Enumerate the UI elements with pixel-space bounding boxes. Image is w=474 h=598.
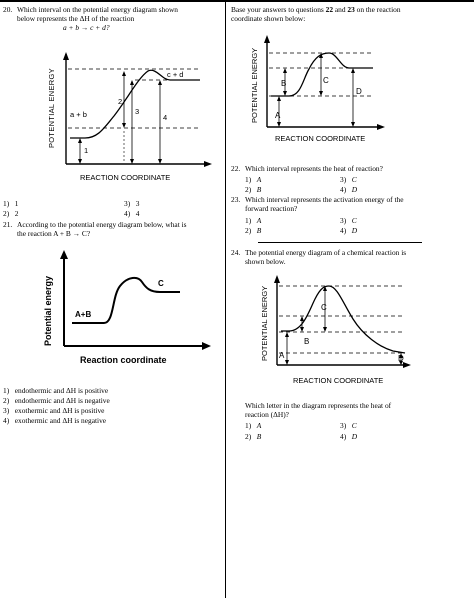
q24-option-3[interactable]: 3) C [340, 421, 357, 430]
question-text-line2: below represents the ΔH of the reaction [17, 14, 135, 23]
interval-label-3: 3 [135, 107, 139, 116]
reactant-label: a + b [70, 110, 87, 119]
q20-energy-diagram: POTENTIAL ENERGY a + b c + d 1 2 3 4 REA… [47, 52, 212, 182]
q23-option-2[interactable]: 2) B [245, 226, 262, 235]
intro-line2: coordinate shown below: [231, 13, 306, 23]
question-text: Which interval represents the heat of re… [245, 164, 383, 173]
x-axis-label: Reaction coordinate [80, 355, 167, 365]
q23-option-1[interactable]: 1) A [245, 216, 262, 225]
q20-option-1[interactable]: 1) 1 [3, 199, 19, 208]
q23-option-4[interactable]: 4) D [340, 226, 358, 235]
question-number: 22. [231, 164, 241, 173]
q24-prompt: Which letter in the diagram represents t… [245, 401, 470, 422]
q24-option-4[interactable]: 4) D [340, 432, 358, 441]
intro-22-23: Base your answers to questions 22 and 23… [231, 5, 471, 26]
question-number: 24. [231, 248, 241, 257]
q20-option-4[interactable]: 4) 4 [124, 209, 140, 218]
label-D: D [356, 87, 362, 96]
label-D: D [398, 354, 404, 363]
question-20: 20. Which interval on the potential ener… [3, 5, 221, 36]
question-text-line1: The potential energy diagram of a chemic… [245, 248, 407, 257]
question-number: 20. [3, 5, 13, 14]
q22-option-2[interactable]: 2) B [245, 185, 262, 194]
product-label: C [158, 279, 164, 288]
q21-option-1[interactable]: 1) endothermic and ΔH is positive [3, 386, 109, 395]
question-text-line1: Which interval on the potential energy d… [17, 5, 178, 14]
q21-energy-diagram: Potential energy A+B C Reaction coordina… [43, 250, 211, 365]
question-number: 23. [231, 195, 241, 204]
reaction-equation: a + b → c + d? [63, 23, 110, 32]
question-21: 21. According to the potential energy di… [3, 220, 221, 241]
question-number: 21. [3, 220, 13, 229]
q22-option-3[interactable]: 3) C [340, 175, 357, 184]
q24-energy-diagram: POTENTIAL ENERGY A B C D REACTION COORDI… [260, 275, 411, 385]
x-axis-label: REACTION COORDINATE [293, 376, 383, 385]
label-B: B [281, 79, 286, 88]
intro-line1: Base your answers to questions 22 and 23… [231, 5, 401, 14]
question-text-line2: forward reaction? [245, 204, 298, 213]
label-A: A [275, 111, 281, 120]
interval-label-4: 4 [163, 113, 167, 122]
question-24: 24. The potential energy diagram of a ch… [231, 248, 471, 269]
question-22: 22. Which interval represents the heat o… [231, 164, 471, 175]
label-A: A [279, 351, 285, 360]
q24-option-1[interactable]: 1) A [245, 421, 262, 430]
y-axis-label: POTENTIAL ENERGY [47, 68, 56, 148]
interval-label-1: 1 [84, 146, 88, 155]
top-rule [0, 0, 474, 2]
q24-prompt-line1: Which letter in the diagram represents t… [245, 401, 392, 410]
label-C: C [323, 76, 329, 85]
q21-option-3[interactable]: 3) exothermic and ΔH is positive [3, 406, 105, 415]
label-C: C [321, 303, 327, 312]
q24-option-2[interactable]: 2) B [245, 432, 262, 441]
column-divider [225, 1, 226, 598]
y-axis-label: Potential energy [43, 276, 53, 346]
q21-option-2[interactable]: 2) endothermic and ΔH is negative [3, 396, 110, 405]
x-axis-label: REACTION COORDINATE [275, 134, 365, 143]
q22-option-1[interactable]: 1) A [245, 175, 262, 184]
q23-option-3[interactable]: 3) C [340, 216, 357, 225]
q20-option-3[interactable]: 3) 3 [124, 199, 140, 208]
label-B: B [304, 337, 309, 346]
q21-option-4[interactable]: 4) exothermic and ΔH is negative [3, 416, 107, 425]
question-text-line2: shown below. [245, 257, 286, 266]
interval-label-2: 2 [118, 97, 122, 106]
q22-option-4[interactable]: 4) D [340, 185, 358, 194]
question-23: 23. Which interval represents the activa… [231, 195, 471, 216]
x-axis-label: REACTION COORDINATE [80, 173, 170, 182]
section-rule [258, 242, 422, 243]
question-text-line1: According to the potential energy diagra… [17, 220, 187, 229]
q24-prompt-line2: reaction (ΔH)? [245, 409, 289, 419]
y-axis-label: POTENTIAL ENERGY [260, 286, 269, 361]
reactant-label: A+B [75, 310, 91, 319]
y-axis-label: POTENTIAL ENERGY [250, 48, 259, 123]
product-label: c + d [167, 70, 183, 79]
question-text-line1: Which interval represents the activation… [245, 195, 404, 204]
q22-23-energy-diagram: POTENTIAL ENERGY A B C D REACTION COORDI… [250, 35, 385, 143]
question-text-line2: the reaction A + B → C? [17, 229, 91, 238]
q20-option-2[interactable]: 2) 2 [3, 209, 19, 218]
